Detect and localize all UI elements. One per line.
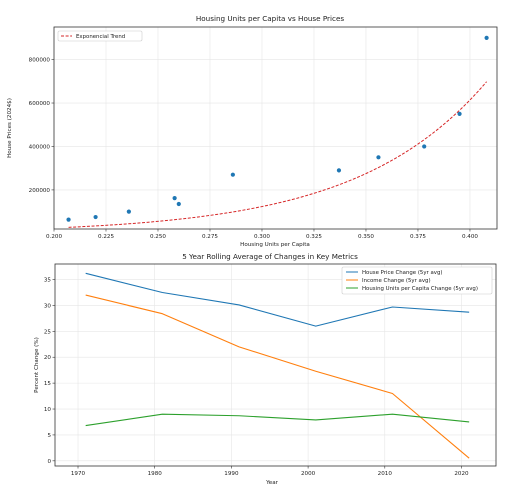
scatter-point	[457, 111, 462, 116]
scatter-chart-title: Housing Units per Capita vs House Prices	[196, 14, 345, 23]
legend-label-income: Income Change (5yr avg)	[362, 278, 431, 284]
line-series-group	[85, 272, 470, 459]
scatter-x-tick-label: 0.375	[410, 234, 426, 240]
line-x-tick-label: 2010	[378, 471, 393, 477]
scatter-point	[66, 217, 71, 222]
scatter-point	[484, 35, 489, 40]
line-legend: House Price Change (5yr avg) Income Chan…	[341, 266, 493, 295]
legend-label-house-price: House Price Change (5yr avg)	[362, 270, 443, 276]
line-legend-box	[341, 266, 493, 295]
line-y-tick-label: 5	[47, 433, 51, 439]
scatter-legend: Exponencial Trend	[57, 30, 143, 42]
line-y-axis-label: Percent Change (%)	[34, 337, 40, 393]
line-y-tick-label: 25	[44, 329, 52, 335]
scatter-x-tick-label: 0.200	[46, 234, 62, 240]
scatter-y-axis-label: House Prices (2024$)	[7, 98, 13, 158]
line-y-tick-label: 10	[44, 407, 52, 413]
line-x-ticks: 1970 1980 1990 2000 2010 2020	[71, 466, 469, 477]
line-y-tick-label: 30	[44, 303, 52, 309]
scatter-x-ticks: 0.200 0.225 0.250 0.275 0.300 0.325 0.350 0.375…	[46, 229, 478, 240]
series-line-house-price	[85, 272, 470, 327]
scatter-x-axis-label: Housing Units per Capita	[240, 242, 310, 248]
scatter-point	[126, 209, 131, 214]
line-x-axis-label: Year	[265, 480, 279, 486]
legend-label-housing-units: Housing Units per Capita Change (5yr avg…	[362, 286, 478, 292]
scatter-y-tick-label: 400000	[29, 144, 51, 150]
line-y-tick-label: 15	[44, 381, 52, 387]
line-y-ticks: 0 5 10 15 20 25 30 35	[44, 278, 55, 465]
line-x-tick-label: 1990	[224, 471, 239, 477]
scatter-plot-frame	[53, 26, 498, 230]
scatter-y-ticks: 200000 400000 600000 800000	[29, 58, 54, 194]
trend-line-group	[68, 81, 487, 228]
exponential-trend-line	[68, 81, 487, 228]
scatter-point	[422, 144, 427, 149]
scatter-y-tick-label: 800000	[29, 58, 51, 64]
line-chart: 5 Year Rolling Average of Changes in Key…	[34, 252, 497, 486]
line-x-tick-label: 1980	[148, 471, 163, 477]
scatter-point	[172, 196, 177, 201]
scatter-points-group	[66, 35, 489, 222]
line-y-tick-label: 0	[47, 459, 51, 465]
scatter-x-tick-label: 0.350	[358, 234, 374, 240]
scatter-point	[176, 201, 181, 207]
line-x-tick-label: 2000	[301, 471, 316, 477]
scatter-point	[376, 155, 381, 160]
scatter-x-tick-label: 0.325	[306, 234, 322, 240]
line-gridlines	[55, 264, 496, 466]
scatter-x-tick-label: 0.300	[254, 234, 270, 240]
line-x-tick-label: 1970	[71, 471, 86, 477]
series-line-housing-units	[85, 413, 470, 427]
scatter-x-tick-label: 0.250	[150, 234, 166, 240]
series-line-income	[85, 294, 470, 459]
scatter-x-tick-label: 0.275	[202, 234, 218, 240]
scatter-y-tick-label: 200000	[29, 188, 51, 194]
scatter-x-tick-label: 0.400	[462, 234, 478, 240]
line-y-tick-label: 35	[44, 278, 52, 284]
scatter-x-tick-label: 0.225	[98, 234, 114, 240]
scatter-point	[230, 172, 235, 177]
scatter-gridlines	[53, 27, 497, 229]
scatter-point	[93, 214, 98, 220]
scatter-legend-box	[57, 30, 143, 42]
line-y-tick-label: 20	[44, 355, 52, 361]
line-plot-frame	[54, 263, 497, 467]
scatter-chart: Housing Units per Capita vs House Prices…	[7, 14, 498, 248]
scatter-y-tick-label: 600000	[29, 101, 51, 107]
scatter-point	[336, 168, 342, 173]
line-chart-title: 5 Year Rolling Average of Changes in Key…	[182, 252, 358, 261]
line-x-tick-label: 2020	[454, 471, 469, 477]
scatter-legend-trend-label: Exponencial Trend	[76, 34, 125, 40]
